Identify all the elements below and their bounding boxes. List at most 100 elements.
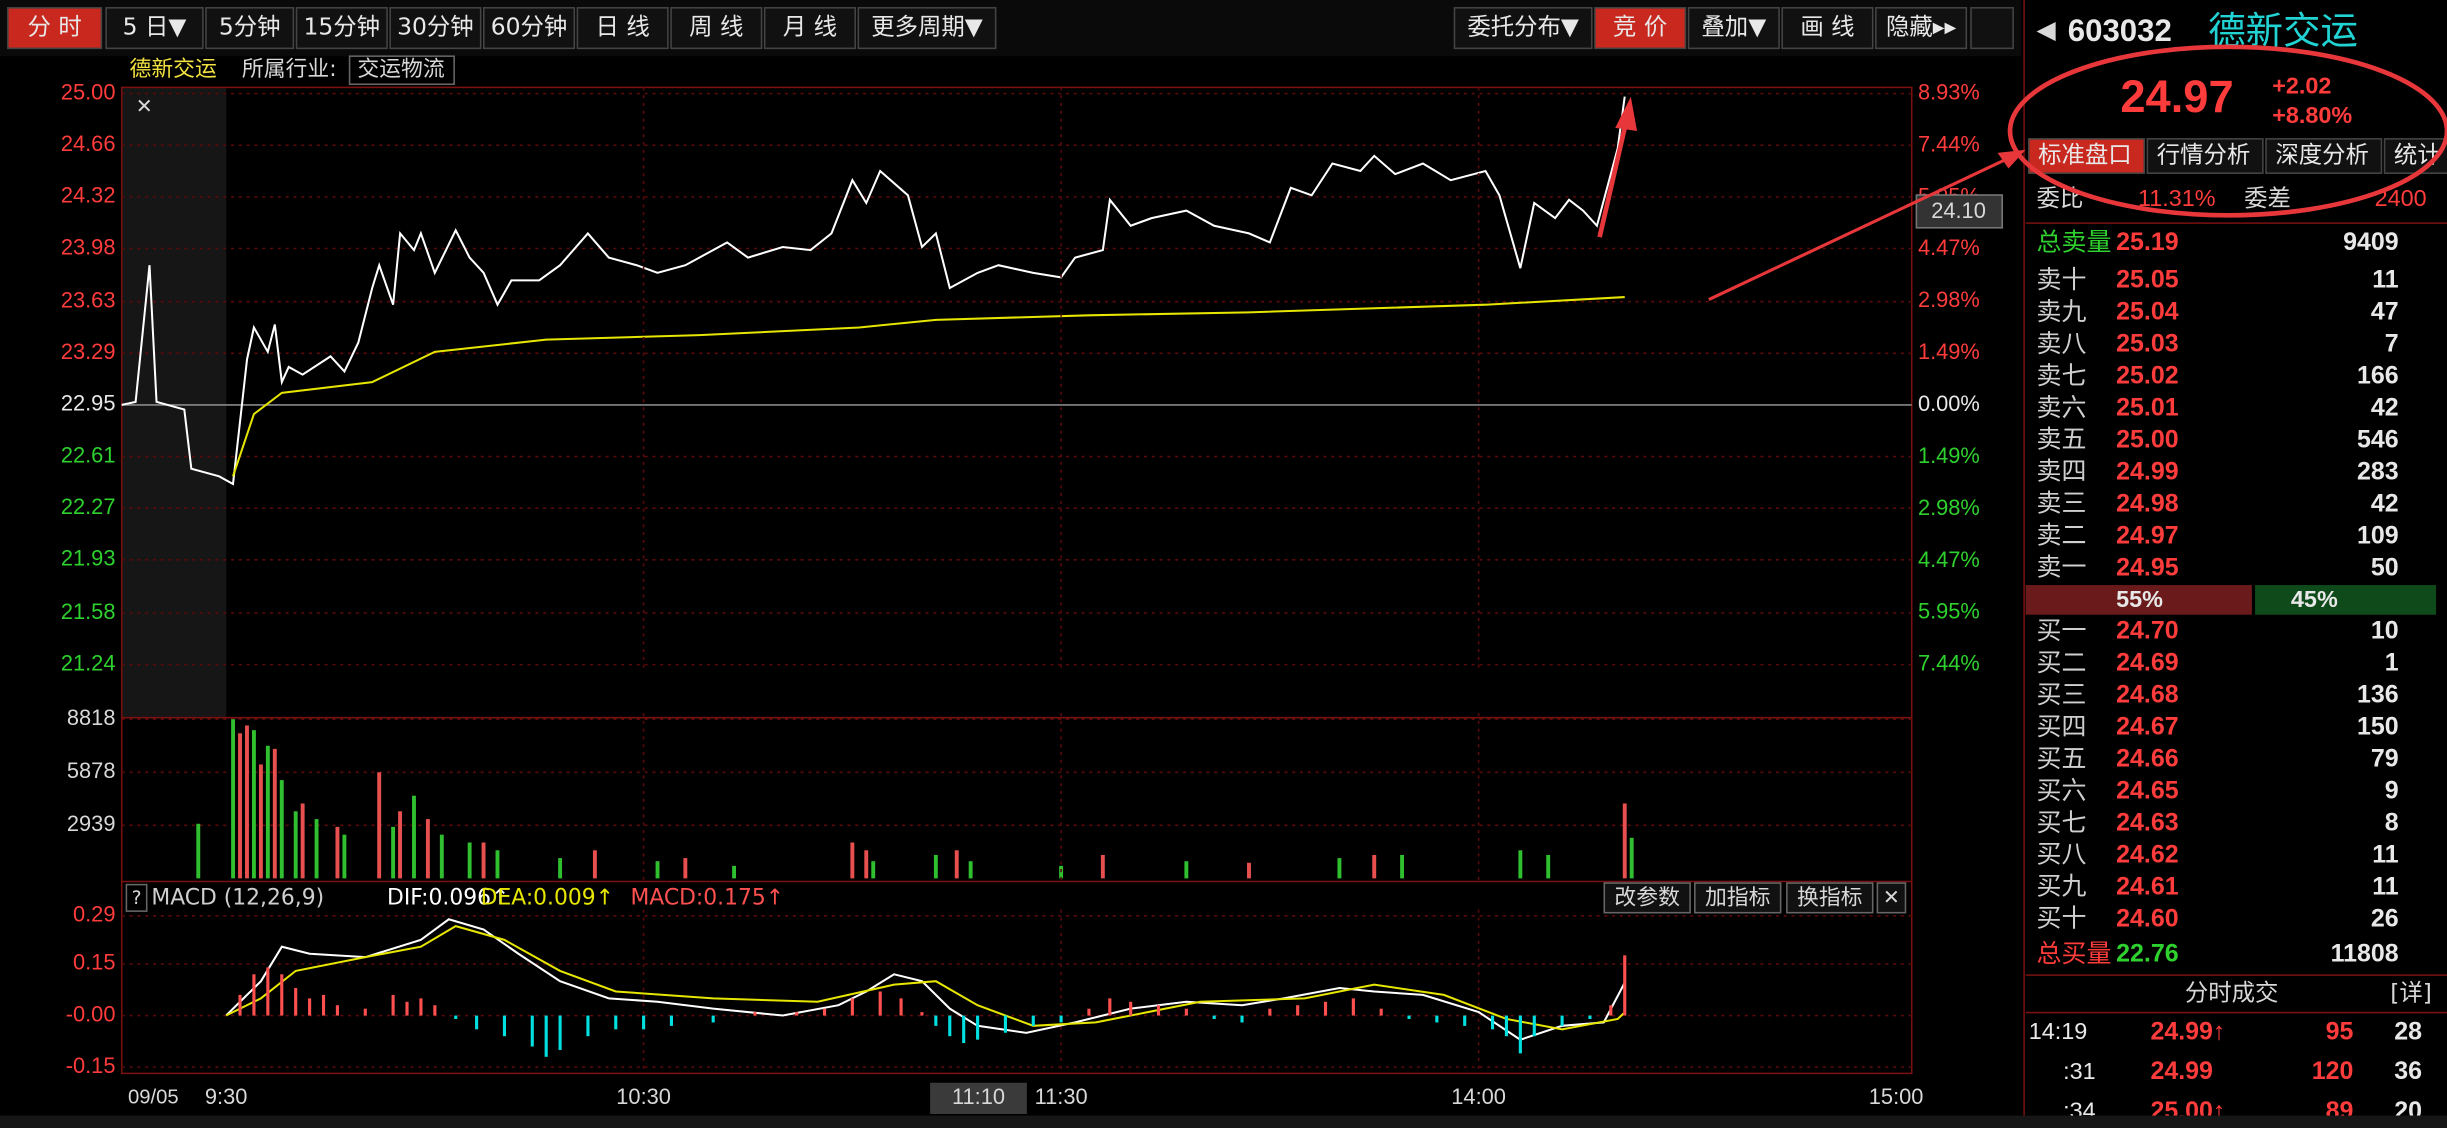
bar (1184, 1008, 1188, 1016)
buy-total-label: 总买量 (2037, 939, 2112, 968)
y-tick-label: 21.58 (61, 599, 116, 624)
toolbar-button[interactable] (295, 7, 388, 50)
toolbar-button[interactable] (670, 7, 763, 50)
bar (377, 772, 382, 879)
toolbar-label[interactable]: 60分钟 (491, 13, 568, 41)
bar (245, 725, 249, 879)
bar (1623, 955, 1627, 1016)
bid-label: 买四 (2037, 712, 2087, 741)
bar (1240, 1015, 1244, 1023)
bid-price: 24.60 (2116, 904, 2178, 932)
indicator-button-label[interactable]: 改参数 (1614, 886, 1680, 911)
bid-price: 24.67 (2116, 712, 2178, 740)
annotation-arrow (1708, 154, 2014, 301)
indicator-button[interactable] (1786, 882, 1874, 914)
bid-price: 24.65 (2116, 776, 2179, 804)
ask-label: 卖六 (2037, 393, 2087, 422)
bar (1532, 1015, 1536, 1037)
bid-price: 24.62 (2116, 840, 2178, 868)
tab-label[interactable]: 标准盘口 (2038, 141, 2132, 169)
tab-label[interactable]: 行情分析 (2157, 141, 2251, 169)
bar (363, 1008, 367, 1016)
indicator-button[interactable] (1603, 882, 1691, 914)
bar (864, 850, 869, 879)
bottom-bar (0, 1115, 2447, 1128)
toolbar-label[interactable]: 隐藏▸▸ (1886, 13, 1957, 41)
bar (586, 1015, 590, 1037)
y-tick-label: 23.98 (61, 234, 116, 259)
toolbar-button[interactable] (1781, 7, 1874, 50)
toolbar-label[interactable]: 更多周期▼ (871, 13, 983, 41)
ask-price: 25.04 (2116, 297, 2179, 325)
toolbar-label[interactable]: 30分钟 (397, 13, 474, 41)
help-icon[interactable] (125, 883, 148, 912)
bar (1560, 1015, 1564, 1026)
industry-box[interactable] (348, 55, 455, 86)
y-tick-label: 22.27 (61, 494, 116, 519)
bar (391, 994, 395, 1016)
close-indicator[interactable] (1876, 882, 1907, 914)
toolbar-button[interactable] (389, 7, 482, 50)
toolbar-label[interactable]: 日 线 (596, 13, 650, 41)
toolbar-label[interactable]: 委托分布▼ (1467, 13, 1579, 41)
bid-price: 24.66 (2116, 744, 2178, 772)
bid-volume: 10 (2371, 616, 2399, 644)
close-indicator-icon: ✕ (1883, 885, 1900, 909)
toolbar-button[interactable] (763, 7, 856, 50)
toolbar-button[interactable] (483, 7, 576, 50)
toolbar-label[interactable]: 5 日▼ (123, 13, 187, 41)
y-tick-label: -0.15 (66, 1053, 116, 1078)
ask-price: 25.05 (2116, 265, 2179, 293)
toolbar-label[interactable]: 分 时 (28, 13, 82, 41)
toolbar-label[interactable]: 竞 价 (1613, 13, 1667, 41)
tab[interactable] (2265, 138, 2383, 174)
bid-price: 24.63 (2116, 808, 2178, 836)
tab-label[interactable]: 统计 (2394, 141, 2441, 169)
y2-tick-label: 5.95% (1918, 598, 1980, 623)
ask-price: 24.97 (2116, 521, 2178, 549)
toolbar-button[interactable] (1453, 7, 1593, 50)
toolbar-button[interactable] (576, 7, 669, 50)
bar (683, 858, 688, 879)
toolbar-button[interactable] (857, 7, 997, 50)
toolbar-button[interactable] (1875, 7, 1968, 50)
toolbar-button[interactable] (1687, 7, 1780, 50)
x-tick-label: 10:30 (616, 1084, 671, 1109)
indicator-button-label[interactable]: 换指标 (1797, 886, 1863, 911)
toolbar-label[interactable]: 叠加▼ (1701, 13, 1766, 41)
fullscreen-button[interactable] (1970, 7, 2014, 50)
toolbar-label[interactable]: 5分钟 (219, 13, 281, 41)
toolbar: 分 时 5 日▼ 5分钟 15分钟 30分钟 60分钟日 线 周 线 月 线 更多周期▼ 委托分布… (7, 7, 2014, 50)
bid-price: 24.68 (2116, 680, 2179, 708)
toolbar-button[interactable] (7, 7, 103, 50)
toolbar-label[interactable]: 月 线 (783, 13, 837, 41)
toolbar-label[interactable]: 画 线 (1800, 13, 1854, 41)
ask-label: 卖七 (2037, 361, 2087, 390)
bar (592, 850, 597, 879)
sell-total-price: 25.19 (2116, 228, 2178, 256)
tab[interactable] (2146, 138, 2264, 174)
close-icon[interactable]: ✕ (136, 94, 153, 118)
indicator-readout: DIF:0.096↑ (387, 886, 509, 911)
tab[interactable] (2383, 138, 2447, 174)
toolbar-label[interactable]: 周 线 (689, 13, 743, 41)
industry[interactable]: 交运物流 (357, 57, 444, 82)
nav-arrow[interactable]: ◀ (2037, 15, 2057, 44)
toolbar-button[interactable] (105, 7, 204, 50)
bar (502, 1015, 506, 1037)
y-tick-label: 24.32 (61, 183, 116, 208)
bar (1629, 837, 1634, 879)
ratio-label: 委比 (2037, 184, 2084, 212)
tab-label[interactable]: 深度分析 (2275, 141, 2369, 169)
trades-detail[interactable]: [详] (2390, 978, 2432, 1006)
indicator-button[interactable] (1694, 882, 1782, 914)
toolbar-label[interactable]: 15分钟 (303, 13, 380, 41)
tab[interactable] (2027, 138, 2146, 174)
toolbar-button[interactable] (205, 7, 295, 50)
trade-volume: 120 (2312, 1057, 2354, 1085)
indicator-button-label[interactable]: 加指标 (1705, 886, 1771, 911)
toolbar-button[interactable] (1594, 7, 1687, 50)
macd-header: ? MACD (12,26,9) DIF:0.096↑DEA:0.009↑ MACD:… (125, 882, 1907, 914)
bar (530, 1015, 534, 1047)
